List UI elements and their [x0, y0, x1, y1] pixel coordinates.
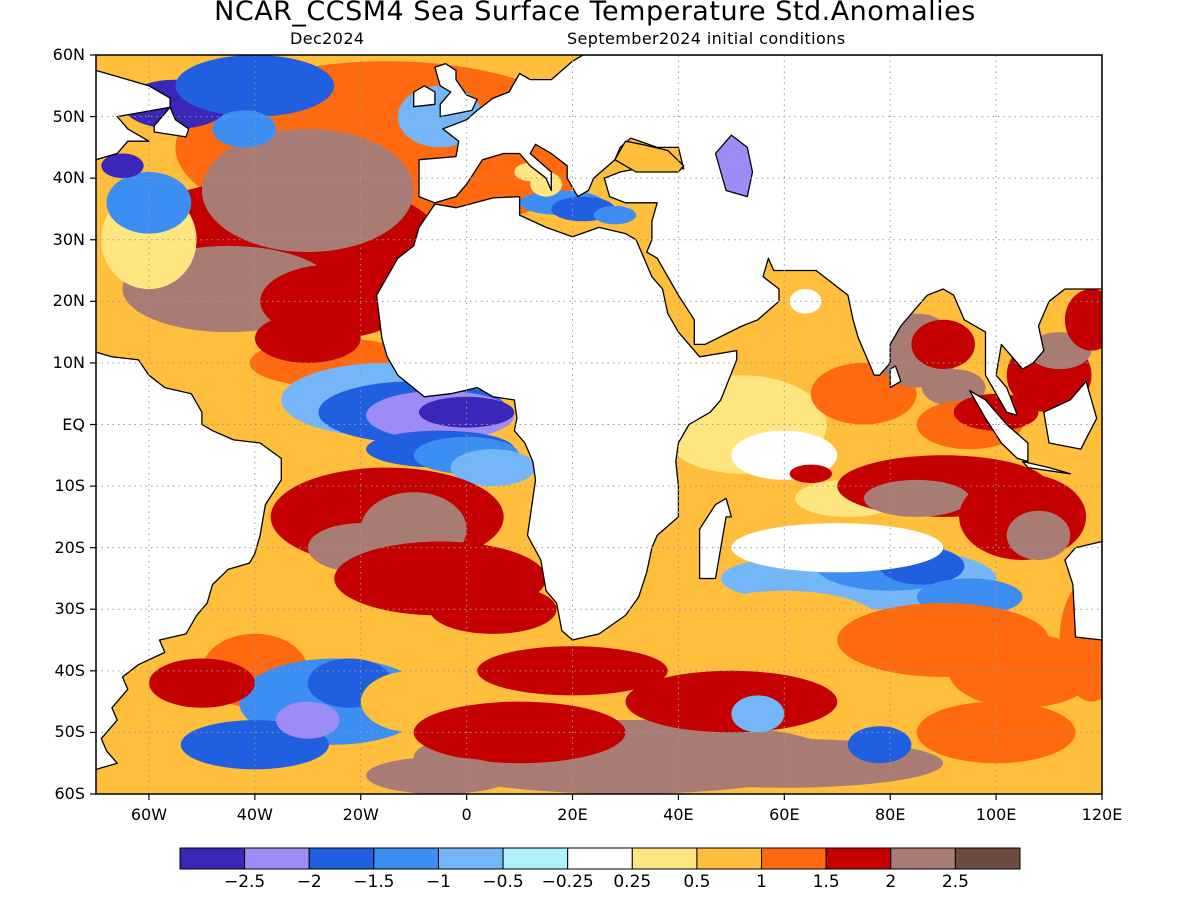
- colorbar-tick-label: −0.25: [541, 872, 594, 892]
- graticule: [96, 55, 1102, 794]
- lat-label: 40S: [54, 660, 85, 680]
- anomaly-blob: [731, 695, 785, 733]
- forecast-month: Dec2024: [290, 29, 365, 48]
- anomaly-blob: [625, 670, 838, 733]
- lon-label: 80E: [874, 805, 906, 824]
- colorbar-tick-label: 2.5: [941, 872, 969, 892]
- land-masses: [96, 24, 1102, 771]
- borneo: [1043, 380, 1098, 450]
- anomaly-blob: [175, 55, 335, 117]
- colorbar-tick-label: −2: [296, 872, 322, 892]
- axis-ticks: [90, 54, 1103, 800]
- lat-label: 40N: [52, 168, 85, 188]
- black-sea: [614, 140, 685, 173]
- colorbar-tick-label: −0.5: [482, 872, 524, 892]
- colorbar-swatch: [890, 847, 956, 870]
- anomaly-blob: [201, 128, 414, 253]
- lat-label: 20S: [54, 537, 85, 557]
- great-britain: [434, 62, 478, 118]
- sumatra: [968, 389, 1029, 463]
- colorbar-tick-label: −2.5: [223, 872, 266, 892]
- anomaly-blob: [254, 313, 361, 363]
- anomaly-blob: [106, 172, 192, 234]
- anomaly-blob: [212, 110, 277, 148]
- lon-label: 120E: [1081, 805, 1123, 824]
- colorbar-tick-label: −1: [425, 872, 451, 892]
- lon-label: 100E: [975, 805, 1017, 824]
- anomaly-blob: [921, 369, 986, 407]
- anomaly-blob: [366, 757, 515, 794]
- anomaly-blob: [1006, 510, 1071, 560]
- ireland: [413, 85, 436, 108]
- lon-label: 0: [461, 805, 472, 824]
- lat-label: 30S: [54, 599, 85, 619]
- lat-label: 60S: [54, 784, 85, 803]
- south-america: [96, 351, 282, 771]
- anomaly-blob: [911, 319, 975, 369]
- anomaly-blob: [418, 396, 515, 428]
- lon-label: 40W: [236, 805, 273, 824]
- anomaly-blob: [847, 726, 912, 764]
- colorbar-swatch: [567, 847, 633, 870]
- anomaly-blob: [101, 153, 144, 179]
- colorbar-swatch: [179, 847, 246, 870]
- anomaly-blob: [450, 449, 536, 487]
- colorbar-swatch: [825, 847, 892, 870]
- colorbar-swatch: [696, 847, 763, 870]
- anomaly-blob: [948, 633, 1097, 708]
- lon-label: 20E: [557, 805, 588, 824]
- colorbar-tick-label: 0.5: [683, 872, 711, 892]
- caspian-sea: [714, 134, 754, 198]
- anomaly-blob: [731, 523, 944, 573]
- colorbar-tick-label: 1: [756, 872, 767, 892]
- colorbar-swatch: [954, 847, 1021, 870]
- anomaly-blob: [593, 205, 637, 225]
- colorbar-swatch: [761, 847, 827, 870]
- africa: [375, 195, 738, 641]
- colorbar-tick-label: −1.5: [353, 872, 395, 892]
- north-america: [96, 69, 171, 161]
- lon-label: 40E: [663, 805, 694, 824]
- colorbar-swatch: [373, 847, 439, 870]
- colorbar: [179, 847, 1021, 870]
- anomaly-blob: [1064, 289, 1102, 351]
- colorbar-swatch: [244, 847, 310, 870]
- anomaly-blob: [789, 464, 832, 483]
- lat-label: 50S: [54, 722, 85, 742]
- initial-conditions: September2024 initial conditions: [567, 29, 846, 48]
- anomaly-blob: [149, 658, 255, 708]
- lat-label: 10N: [52, 352, 85, 372]
- lon-label: 20W: [342, 805, 379, 824]
- colorbar-tick-label: 2: [885, 872, 897, 892]
- lon-label: 60E: [769, 805, 800, 824]
- newfoundland: [153, 106, 190, 138]
- chart-title: NCAR_CCSM4 Sea Surface Temperature Std.A…: [214, 0, 976, 27]
- colorbar-tick-label: 1.5: [812, 872, 840, 892]
- lat-label: 60N: [52, 45, 85, 64]
- colorbar-swatch: [308, 847, 375, 870]
- lat-label: 50N: [52, 106, 85, 126]
- colorbar-swatch: [631, 847, 698, 870]
- lon-label: 60W: [130, 805, 168, 824]
- lat-label: 10S: [54, 476, 85, 496]
- colorbar-tick-label: 0.25: [613, 872, 652, 892]
- anomaly-blob: [863, 479, 970, 517]
- iceland: [340, 24, 398, 36]
- lat-label: 20N: [52, 291, 85, 311]
- anomaly-blob: [763, 301, 827, 351]
- anomaly-blob: [477, 646, 668, 696]
- lat-label: 30N: [52, 229, 85, 249]
- anomaly-blob: [276, 701, 340, 739]
- colorbar-swatch: [437, 847, 504, 870]
- madagascar: [698, 497, 733, 580]
- colorbar-swatch: [502, 847, 569, 870]
- europe-asia: [418, 55, 1102, 416]
- lat-label: EQ: [62, 414, 85, 434]
- java: [1021, 460, 1071, 475]
